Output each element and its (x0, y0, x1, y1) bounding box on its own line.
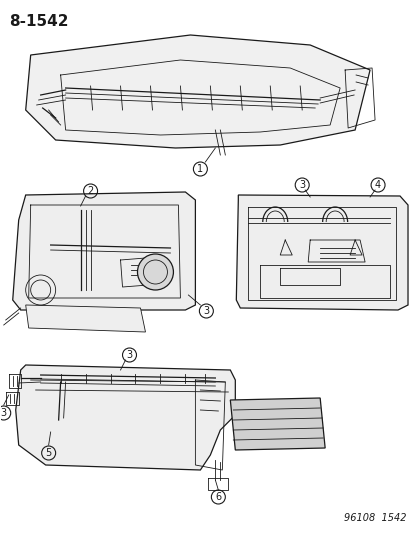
Text: 2: 2 (87, 186, 93, 196)
Text: 3: 3 (203, 306, 209, 316)
Text: 4: 4 (374, 180, 380, 190)
Polygon shape (236, 195, 407, 310)
Text: 3: 3 (1, 408, 7, 418)
Polygon shape (13, 192, 195, 310)
Polygon shape (230, 398, 324, 450)
Text: 5: 5 (45, 448, 52, 458)
Text: 3: 3 (299, 180, 304, 190)
Polygon shape (26, 305, 145, 332)
Circle shape (137, 254, 173, 290)
Polygon shape (16, 365, 235, 470)
Text: 96108  1542: 96108 1542 (343, 513, 405, 523)
Text: 8-1542: 8-1542 (9, 14, 68, 29)
Text: 6: 6 (215, 492, 221, 502)
Text: 1: 1 (197, 164, 203, 174)
Polygon shape (26, 35, 369, 148)
Text: 3: 3 (126, 350, 132, 360)
